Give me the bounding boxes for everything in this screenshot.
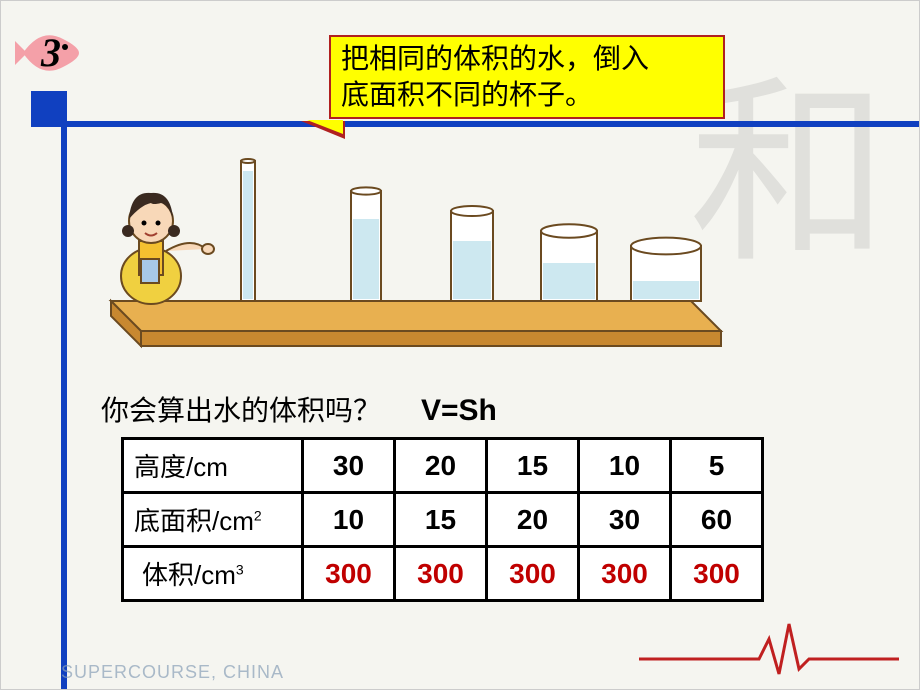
frame-horizontal	[31, 121, 919, 127]
table-cell: 300	[579, 547, 671, 601]
table-cell: 60	[671, 493, 763, 547]
footer-text: SUPERCOURSE, CHINA	[61, 662, 284, 683]
table-row-label: 底面积/cm2	[123, 493, 303, 547]
speech-line-1: 把相同的体积的水，倒入	[341, 41, 713, 77]
table-cell: 30	[303, 439, 395, 493]
speech-line-2: 底面积不同的杯子。	[341, 77, 713, 113]
table-cell: 15	[395, 493, 487, 547]
table-cell: 15	[487, 439, 579, 493]
table-row-label: 体积/cm3	[123, 547, 303, 601]
experiment-illustration	[91, 141, 731, 351]
table-cell: 5	[671, 439, 763, 493]
table-row-label: 高度/cm	[123, 439, 303, 493]
table-cell: 300	[671, 547, 763, 601]
question-row: 你会算出水的体积吗？ V=Sh	[101, 389, 497, 429]
table-cell: 300	[395, 547, 487, 601]
table-cell: 300	[487, 547, 579, 601]
speech-tail-fill	[307, 120, 343, 134]
frame-vertical	[61, 91, 67, 689]
table-cell: 10	[303, 493, 395, 547]
formula: V=Sh	[421, 394, 497, 428]
slide-number: 3	[41, 29, 61, 76]
ekg-icon	[639, 619, 899, 679]
table-cell: 10	[579, 439, 671, 493]
table-cell: 30	[579, 493, 671, 547]
data-table: 高度/cm302015105底面积/cm21015203060体积/cm3300…	[121, 437, 764, 602]
table-cell: 20	[395, 439, 487, 493]
table-cell: 300	[303, 547, 395, 601]
speech-bubble: 把相同的体积的水，倒入 底面积不同的杯子。	[329, 35, 725, 119]
question-text: 你会算出水的体积吗？	[101, 389, 381, 429]
table-cell: 20	[487, 493, 579, 547]
